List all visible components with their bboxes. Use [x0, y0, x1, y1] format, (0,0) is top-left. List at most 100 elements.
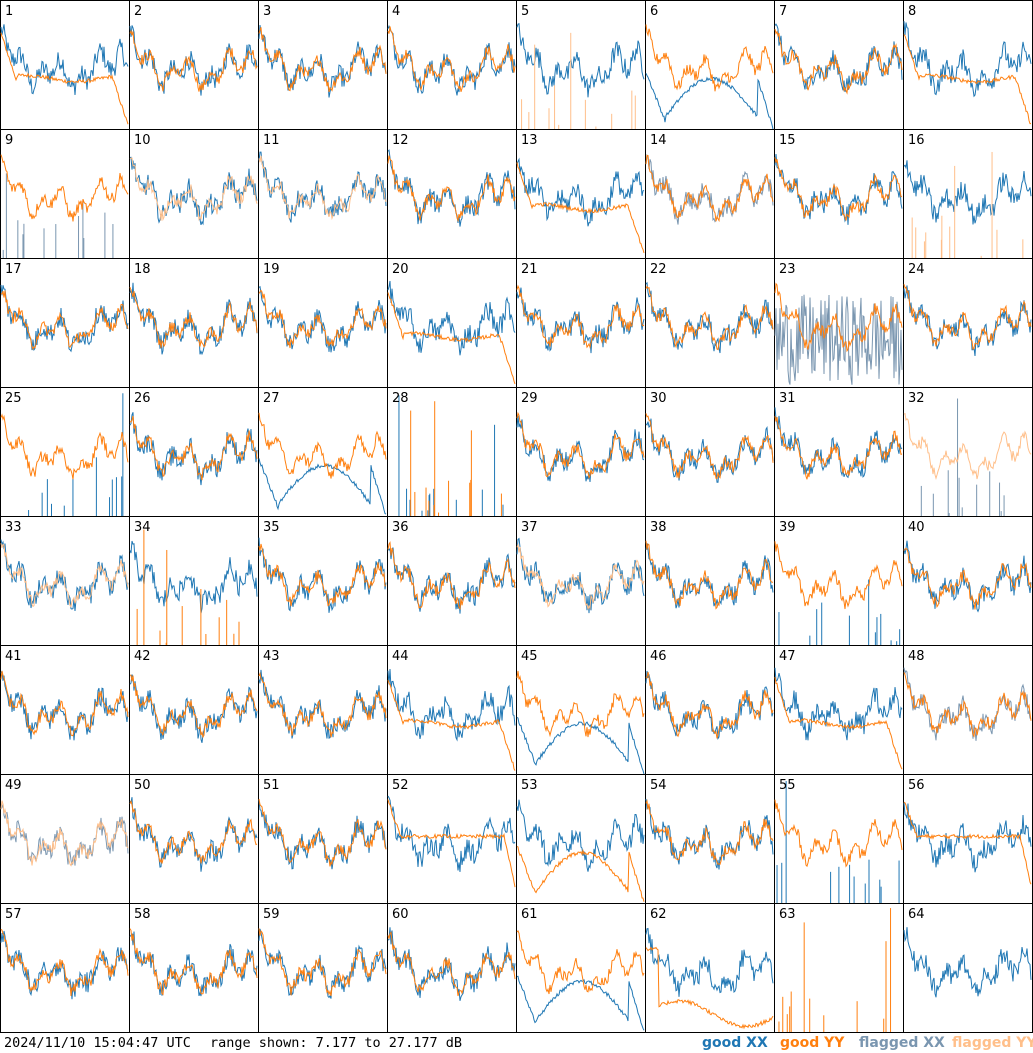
panel-frame: [903, 645, 1033, 775]
panel-number: 51: [263, 778, 280, 793]
panel-8: 8: [903, 0, 1033, 130]
panel-51: 51: [258, 774, 388, 904]
good-xx-trace: [387, 280, 516, 356]
panel-29: 29: [516, 387, 646, 517]
panel-2: 2: [129, 0, 259, 130]
panel-frame: [645, 387, 775, 517]
panel-40: 40: [903, 516, 1033, 646]
good-yy-trace: [516, 284, 645, 350]
panel-frame: [387, 516, 517, 646]
good-xx-trace: [516, 22, 645, 98]
flagged-yy-trace: [516, 543, 645, 611]
good-yy-trace: [903, 672, 1032, 738]
panel-number: 26: [134, 391, 151, 406]
panel-4: 4: [387, 0, 517, 130]
panel-20: 20: [387, 258, 517, 388]
good-yy-trace: [0, 928, 129, 997]
panel-28: 28: [387, 387, 517, 517]
panel-47: 47: [774, 645, 904, 775]
panel-32: 32: [903, 387, 1033, 517]
good-xx-trace: [387, 547, 516, 614]
panel-number: 13: [521, 133, 538, 148]
good-yy-trace: [774, 677, 903, 770]
panel-5: 5: [516, 0, 646, 130]
panel-13: 13: [516, 129, 646, 259]
flagged-xx-trace-spikes: [920, 398, 1005, 516]
flagged-xx-trace: [0, 803, 129, 866]
panel-52: 52: [387, 774, 517, 904]
panel-10: 10: [129, 129, 259, 259]
panel-number: 1: [5, 4, 13, 19]
panel-number: 54: [650, 778, 667, 793]
good-yy-trace: [129, 415, 258, 481]
good-xx-trace: [516, 716, 645, 775]
good-xx-trace: [903, 160, 1032, 225]
panel-number: 37: [521, 520, 538, 535]
panel-number: 60: [392, 907, 409, 922]
good-xx-trace-spikes: [776, 780, 900, 903]
good-xx-trace: [645, 418, 774, 483]
panel-30: 30: [645, 387, 775, 517]
panel-63: 63: [774, 903, 904, 1033]
panel-number: 43: [263, 649, 280, 664]
panel-number: 53: [521, 778, 538, 793]
panel-frame: [258, 387, 388, 517]
good-yy-trace: [387, 931, 516, 997]
panel-33: 33: [0, 516, 130, 646]
good-yy-trace: [774, 28, 903, 95]
good-xx-trace: [903, 802, 1032, 873]
good-yy-trace: [645, 285, 774, 351]
panel-frame: [774, 645, 904, 775]
panel-62: 62: [645, 903, 775, 1033]
panel-60: 60: [387, 903, 517, 1033]
panel-frame: [0, 774, 130, 904]
flagged-xx-trace: [903, 667, 1032, 741]
legend-flagged-yy: flagged YY: [952, 1035, 1033, 1051]
good-xx-trace: [258, 537, 387, 613]
panel-6: 6: [645, 0, 775, 130]
panel-36: 36: [387, 516, 517, 646]
panel-frame: [387, 0, 517, 130]
panel-25: 25: [0, 387, 130, 517]
panel-11: 11: [258, 129, 388, 259]
panel-number: 39: [779, 520, 796, 535]
good-yy-trace: [645, 540, 773, 610]
good-yy-trace-spikes: [778, 908, 892, 1032]
flagged-xx-trace-spikes: [2, 173, 114, 258]
flagged-yy-trace-spikes: [521, 32, 636, 129]
panel-number: 30: [650, 391, 667, 406]
panel-number: 52: [392, 778, 409, 793]
good-xx-trace: [516, 157, 645, 227]
good-yy-trace: [516, 845, 645, 902]
good-xx-trace: [903, 540, 1032, 613]
panel-number: 58: [134, 907, 151, 922]
good-yy-trace: [516, 929, 645, 995]
panel-number: 64: [908, 907, 925, 922]
panel-frame: [129, 387, 259, 517]
good-yy-trace: [903, 801, 1032, 885]
panel-number: 40: [908, 520, 925, 535]
panel-number: 50: [134, 778, 151, 793]
good-yy-trace: [387, 680, 516, 771]
panel-46: 46: [645, 645, 775, 775]
panel-number: 47: [779, 649, 796, 664]
good-xx-trace: [645, 798, 774, 870]
panel-number: 27: [263, 391, 280, 406]
good-xx-trace: [0, 24, 129, 95]
panel-number: 28: [392, 391, 409, 406]
good-yy-trace: [0, 413, 129, 480]
panel-number: 44: [392, 649, 409, 664]
flagged-yy-trace: [0, 800, 129, 867]
panel-15: 15: [774, 129, 904, 259]
good-yy-trace: [516, 411, 645, 480]
panel-number: 59: [263, 907, 280, 922]
good-yy-trace: [129, 799, 258, 864]
panel-number: 46: [650, 649, 667, 664]
panel-number: 49: [5, 778, 22, 793]
panel-number: 2: [134, 4, 142, 19]
panel-number: 7: [779, 4, 787, 19]
flagged-yy-trace-spikes: [911, 151, 1024, 258]
good-yy-trace: [516, 670, 645, 738]
good-yy-trace: [0, 154, 129, 222]
